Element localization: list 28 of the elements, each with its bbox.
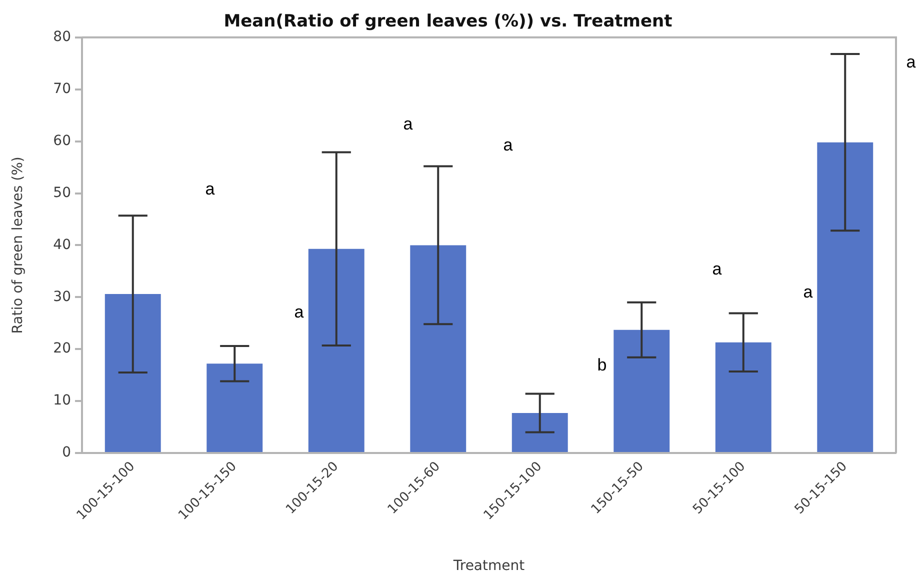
y-tick-label: 60 <box>53 132 71 149</box>
y-tick-label: 50 <box>53 184 71 201</box>
bar <box>206 364 263 452</box>
bar <box>512 413 568 452</box>
annotation: a <box>803 282 814 302</box>
annotation: b <box>597 356 607 375</box>
text: a <box>906 52 916 72</box>
y-axis-title: Ratio of green leaves (%) <box>10 156 26 334</box>
y-tick-label: 80 <box>53 29 71 46</box>
chart-title: Mean(Ratio of green leaves (%)) vs. Treatment <box>224 12 672 32</box>
bar <box>817 142 874 452</box>
y-tick-label: 70 <box>53 80 71 97</box>
y-tick-label: 0 <box>62 444 71 461</box>
bar <box>410 245 466 452</box>
y-tick-label: 30 <box>53 288 71 305</box>
bar <box>104 294 161 452</box>
y-tick-label: 10 <box>53 392 71 409</box>
bar <box>715 342 772 452</box>
annotation: a <box>403 114 414 134</box>
x-axis-title: Treatment <box>452 558 526 574</box>
annotation: a <box>712 260 722 279</box>
annotation: a <box>294 302 304 322</box>
y-tick-label: 20 <box>53 340 71 357</box>
bar <box>614 330 670 452</box>
annotation: a <box>503 136 514 155</box>
annotation: a <box>205 180 216 199</box>
y-tick-label: 40 <box>53 236 71 253</box>
bar <box>308 248 364 452</box>
